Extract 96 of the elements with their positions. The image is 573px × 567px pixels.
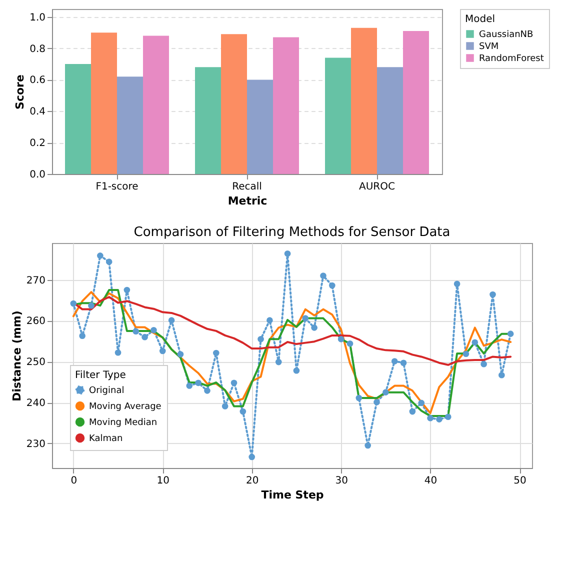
point	[418, 400, 425, 406]
point	[150, 326, 157, 334]
y-tick-label: 250	[26, 357, 46, 368]
x-tick-label: 20	[246, 476, 259, 486]
y-axis-title: Distance (mm)	[10, 310, 24, 402]
bar	[65, 64, 91, 174]
bar	[247, 80, 273, 174]
legend-label: SVM	[479, 42, 499, 52]
point	[293, 367, 300, 374]
bar	[325, 58, 351, 174]
point	[70, 300, 77, 307]
y-tick-label: 1.0	[30, 12, 46, 24]
point	[400, 360, 407, 366]
point	[168, 317, 175, 324]
point	[240, 408, 246, 415]
point	[132, 328, 140, 335]
x-axis-title: Metric	[228, 194, 268, 208]
bar	[351, 28, 377, 174]
x-tick-label: 40	[424, 476, 438, 486]
point	[507, 330, 514, 337]
bar	[117, 76, 143, 174]
point	[106, 258, 112, 265]
point	[311, 324, 318, 331]
bar	[377, 67, 403, 174]
point	[195, 380, 202, 386]
y-tick-label: 260	[26, 316, 46, 328]
point	[114, 349, 122, 356]
point	[454, 280, 460, 288]
point	[222, 403, 228, 410]
bar	[403, 31, 429, 174]
point	[328, 282, 336, 289]
bar	[221, 34, 247, 174]
y-tick-label: 240	[26, 398, 46, 410]
bar	[273, 37, 299, 174]
bar	[195, 67, 221, 174]
point	[186, 382, 193, 389]
point	[427, 414, 434, 422]
point	[248, 454, 256, 460]
y-tick-label: 0.0	[30, 170, 46, 180]
point	[142, 334, 148, 340]
x-tick-label: 30	[335, 476, 348, 486]
point	[436, 416, 442, 422]
point	[204, 388, 210, 394]
legend-label: Original	[89, 386, 124, 396]
point	[177, 351, 184, 358]
legend-label: GaussianNB	[479, 30, 534, 40]
bar	[143, 36, 169, 174]
y-tick-label: 0.2	[30, 138, 46, 150]
point	[230, 380, 238, 386]
point	[356, 394, 362, 402]
point	[88, 302, 94, 309]
point	[490, 291, 496, 298]
point	[275, 358, 282, 366]
y-tick-label: 0.8	[30, 44, 46, 55]
point	[320, 272, 326, 279]
point	[213, 350, 220, 356]
legend-label: Kalman	[89, 434, 123, 444]
point	[382, 389, 389, 396]
legend-label: Moving Average	[89, 402, 162, 412]
y-tick-label: 0.6	[30, 75, 46, 86]
point	[346, 340, 354, 347]
y-tick-label: 270	[26, 275, 46, 286]
x-tick-label: 0	[70, 476, 78, 486]
legend-label: RandomForest	[479, 54, 544, 64]
chart-title: Comparison of Filtering Methods for Sensor Data	[134, 225, 450, 240]
point	[302, 315, 309, 322]
point	[159, 348, 166, 354]
point	[258, 336, 264, 342]
point	[266, 317, 273, 324]
point	[391, 358, 398, 364]
y-axis-title: Score	[14, 74, 27, 110]
point	[480, 360, 487, 368]
point	[498, 372, 505, 378]
x-tick-label: AUROC	[359, 182, 395, 192]
bar	[91, 32, 117, 174]
point	[472, 339, 478, 346]
x-tick-label: 50	[514, 476, 526, 486]
point	[364, 442, 371, 449]
point	[338, 336, 344, 342]
point	[409, 408, 416, 415]
point	[284, 250, 291, 257]
point	[124, 286, 130, 294]
legend-title: Model	[465, 14, 496, 25]
point	[97, 252, 104, 259]
y-tick-label: 0.4	[30, 106, 46, 118]
x-tick-label: F1-score	[96, 182, 138, 192]
y-tick-label: 230	[26, 438, 46, 450]
x-axis-title: Time Step	[261, 488, 324, 502]
point	[79, 332, 86, 340]
legend-label: Moving Median	[89, 418, 158, 428]
x-tick-label: Recall	[232, 182, 262, 192]
point	[374, 398, 380, 406]
legend-title: Filter Type	[75, 370, 126, 381]
point	[462, 350, 470, 358]
x-tick-label: 10	[156, 476, 170, 486]
point	[444, 414, 452, 420]
